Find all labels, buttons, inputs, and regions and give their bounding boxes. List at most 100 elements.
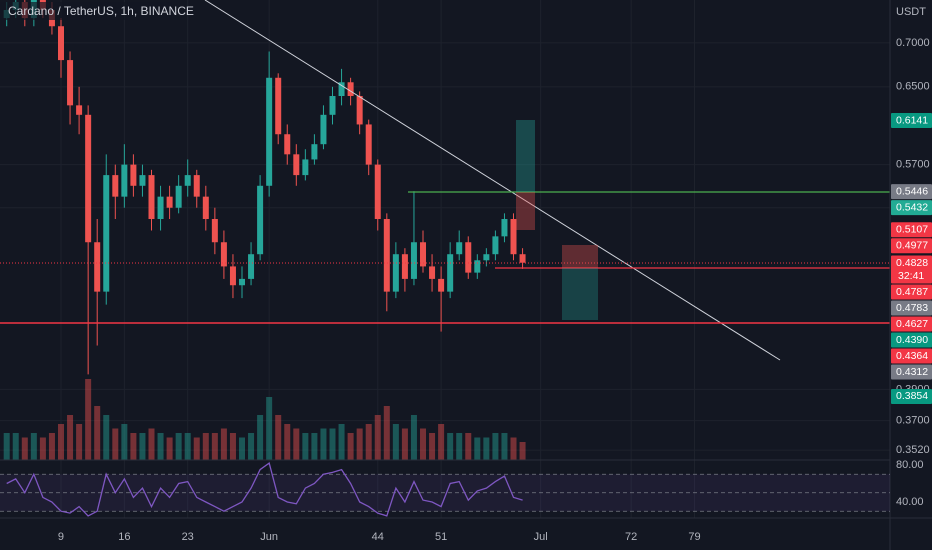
volume-bar xyxy=(465,433,472,460)
volume-bar xyxy=(447,433,454,460)
candle-body xyxy=(94,242,101,292)
volume-bar xyxy=(67,415,74,460)
volume-bar xyxy=(193,437,200,460)
y-tick-label: 0.3520 xyxy=(896,444,930,456)
volume-bar xyxy=(483,437,490,460)
candle-body xyxy=(510,219,517,255)
volume-bar xyxy=(130,433,137,460)
volume-bar xyxy=(39,437,46,460)
price-badge xyxy=(891,332,932,348)
volume-bar xyxy=(112,428,119,460)
volume-bar xyxy=(21,437,28,460)
candle-body xyxy=(429,266,436,279)
x-tick-label: 72 xyxy=(625,531,637,543)
volume-bar xyxy=(338,424,345,460)
candle-body xyxy=(85,114,92,243)
candle-body xyxy=(139,175,146,186)
rsi-line xyxy=(6,462,523,517)
rsi-layer xyxy=(0,462,890,517)
volume-bar xyxy=(329,428,336,460)
volume-bar xyxy=(401,428,408,460)
x-tick-label: 51 xyxy=(435,531,447,543)
candle-body xyxy=(248,254,255,279)
candle-body xyxy=(112,175,119,197)
volume-bar xyxy=(456,433,463,460)
volume-bar xyxy=(365,424,372,460)
position-target xyxy=(562,268,598,320)
volume-bar xyxy=(211,433,218,460)
price-badge-label: 0.6141 xyxy=(896,114,928,126)
volume-bar xyxy=(474,437,481,460)
candle-body xyxy=(401,254,408,279)
volume-bar xyxy=(501,433,508,460)
price-badge-label: 0.5107 xyxy=(896,223,928,235)
trend-line xyxy=(204,0,781,361)
candle-body xyxy=(519,254,526,263)
candle-body xyxy=(211,219,218,243)
volume-bar xyxy=(57,424,64,460)
price-badge xyxy=(891,238,932,254)
price-badge-label: 0.3854 xyxy=(896,390,928,402)
price-badge xyxy=(891,300,932,316)
candle-body xyxy=(302,159,309,176)
price-badge-label: 0.4828 xyxy=(896,257,928,269)
candle-body xyxy=(148,175,155,220)
volume-bar xyxy=(275,415,282,460)
candle-body xyxy=(438,278,445,292)
candle-body xyxy=(175,185,182,208)
volume-bar xyxy=(429,433,436,460)
price-badge xyxy=(891,255,932,284)
volume-bar xyxy=(103,415,110,460)
price-badge-label: 0.4364 xyxy=(896,350,928,362)
volume-bar xyxy=(229,433,236,460)
y-tick-label: 0.3700 xyxy=(896,415,930,427)
volume-bar xyxy=(284,424,291,460)
x-tick-label: Jul xyxy=(534,531,548,543)
price-badge xyxy=(891,364,932,380)
candle-body xyxy=(166,196,173,208)
volume-bar xyxy=(12,433,19,460)
price-badge-label: 0.4787 xyxy=(896,286,928,298)
candle-body xyxy=(365,124,372,165)
candle-body xyxy=(257,185,264,255)
volume-bar xyxy=(320,428,327,460)
volume-bar xyxy=(392,424,399,460)
price-badge xyxy=(891,112,932,128)
volume-bar xyxy=(175,433,182,460)
candle-body xyxy=(202,196,209,220)
position-stop xyxy=(516,192,535,230)
candle-body xyxy=(383,219,390,292)
price-badge xyxy=(891,316,932,332)
candle-body xyxy=(492,236,499,255)
volume-bar xyxy=(202,433,209,460)
candle-body xyxy=(320,114,327,145)
y-tick-label: 0.6500 xyxy=(896,81,930,93)
volume-bar xyxy=(148,428,155,460)
candle-body xyxy=(374,164,381,220)
volume-bar xyxy=(220,428,227,460)
candle-body xyxy=(193,175,200,197)
price-badge-label: 0.5432 xyxy=(896,201,928,213)
x-tick-label: Jun xyxy=(260,531,278,543)
candle-body xyxy=(456,242,463,255)
volume-bar xyxy=(293,428,300,460)
volume-bar xyxy=(76,424,83,460)
volume-bar xyxy=(356,428,363,460)
volume-bar xyxy=(347,433,354,460)
y-tick-label: 0.5700 xyxy=(896,159,930,171)
candle-body xyxy=(266,77,273,186)
rsi-tick-label: 40.00 xyxy=(896,496,924,508)
price-badge-label: 0.5446 xyxy=(896,185,928,197)
volume-bar xyxy=(420,428,427,460)
x-tick-label: 9 xyxy=(58,531,64,543)
rsi-tick-label: 80.00 xyxy=(896,459,924,471)
candle-body xyxy=(311,144,318,160)
volume-bar xyxy=(184,433,191,460)
volume-bar xyxy=(374,415,381,460)
position-stop xyxy=(562,245,598,268)
candle-body xyxy=(392,254,399,292)
volume-bar xyxy=(519,442,526,460)
volume-bar xyxy=(383,406,390,460)
